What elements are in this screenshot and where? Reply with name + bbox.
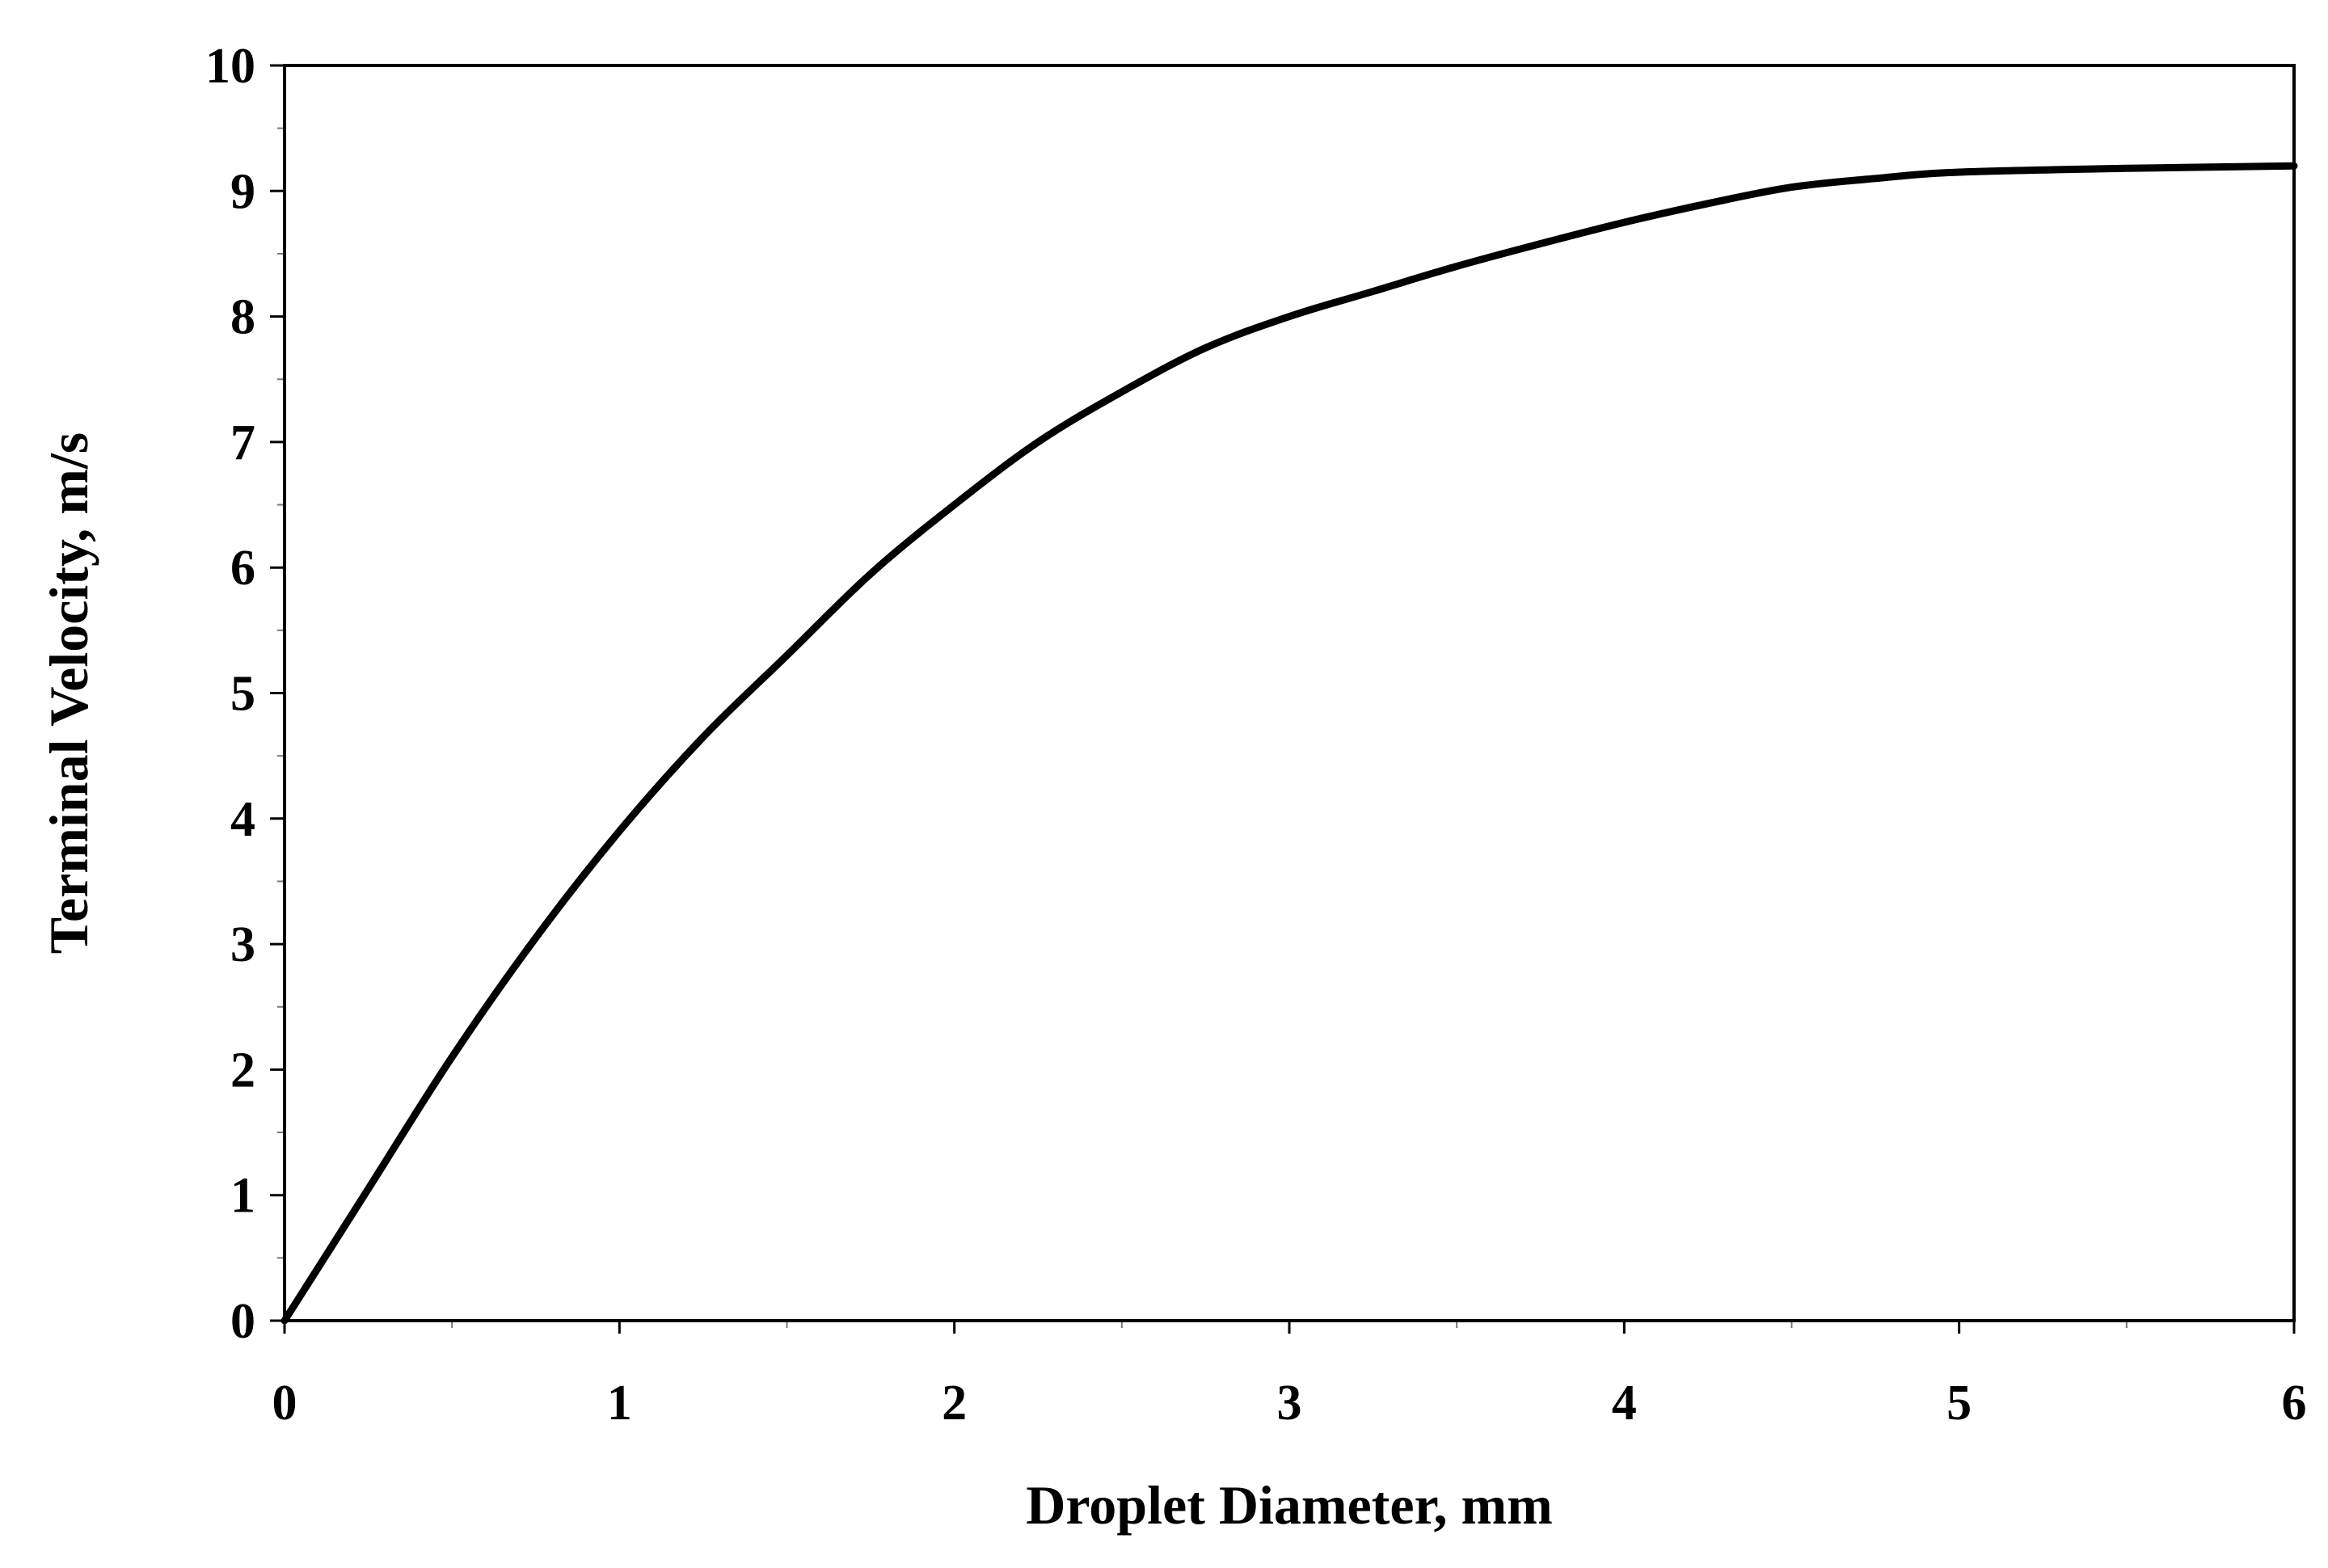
x-tick-labels: 0 1 2 3 4 5 6: [272, 1376, 2307, 1431]
major-ticks: [270, 64, 2296, 1334]
series-layer: [280, 162, 2298, 1325]
y-tick-label: 9: [230, 164, 255, 219]
x-tick-label: 2: [942, 1376, 967, 1431]
x-tick-label: 6: [2282, 1376, 2307, 1431]
series-line-0: [280, 162, 2298, 1325]
y-tick-label: 5: [230, 667, 255, 722]
y-tick-label: 1: [230, 1169, 255, 1224]
y-tick-label: 6: [230, 541, 255, 596]
y-axis-title: Terminal Velocity, m/s: [38, 432, 99, 954]
y-tick-label: 4: [230, 792, 255, 847]
plot-frame: [283, 64, 2296, 1322]
x-tick-label: 5: [1946, 1376, 1972, 1431]
x-tick-label: 1: [607, 1376, 632, 1431]
y-tick-label: 10: [205, 39, 255, 94]
y-tick-label: 3: [230, 917, 255, 972]
y-tick-label: 8: [230, 290, 255, 345]
x-tick-label: 4: [1612, 1376, 1637, 1431]
x-tick-label: 3: [1277, 1376, 1302, 1431]
x-tick-label: 0: [272, 1376, 297, 1431]
y-tick-label: 0: [230, 1294, 255, 1349]
y-tick-label: 7: [230, 415, 255, 470]
y-tick-labels: 0 1 2 3 4 5 6 7 8 9 10: [205, 39, 255, 1349]
x-axis-title: Droplet Diameter, mm: [1026, 1474, 1552, 1536]
y-tick-label: 2: [230, 1043, 255, 1098]
